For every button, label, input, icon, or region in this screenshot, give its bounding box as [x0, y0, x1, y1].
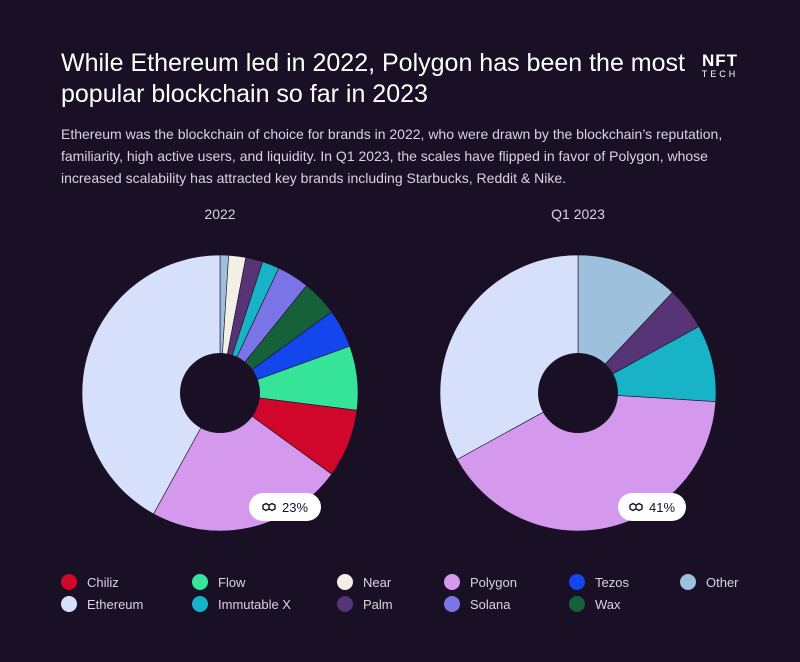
nft-tech-logo: NFT TECH [698, 52, 742, 80]
polygon-icon [629, 500, 643, 514]
legend-item-immutable-x: Immutable X [192, 596, 291, 612]
logo-sub-text: TECH [701, 69, 739, 79]
legend-label: Palm [363, 596, 393, 612]
legend-swatch [61, 574, 77, 590]
legend-label: Chiliz [87, 574, 119, 590]
logo-main-text: NFT [701, 51, 739, 70]
legend-label: Tezos [595, 574, 629, 590]
polygon-share-badge-q1-2023: 41% [618, 493, 686, 521]
legend-item-chiliz: Chiliz [61, 574, 119, 590]
legend-item-polygon: Polygon [444, 574, 517, 590]
legend-label: Wax [595, 596, 621, 612]
legend-item-wax: Wax [569, 596, 621, 612]
legend-swatch [192, 596, 208, 612]
legend-item-flow: Flow [192, 574, 245, 590]
legend-item-near: Near [337, 574, 391, 590]
legend-item-tezos: Tezos [569, 574, 629, 590]
donut-2022 [81, 254, 359, 532]
donut-q1-2023 [439, 254, 717, 532]
legend-swatch [569, 596, 585, 612]
legend-swatch [61, 596, 77, 612]
legend-item-palm: Palm [337, 596, 393, 612]
pie-slice-ethereum [81, 254, 221, 515]
chart-subtitle: Ethereum was the blockchain of choice fo… [61, 126, 723, 186]
legend-swatch [444, 574, 460, 590]
legend-item-ethereum: Ethereum [61, 596, 143, 612]
legend-label: Solana [470, 596, 511, 612]
pie-slice-other [577, 254, 673, 394]
chart-title: While Ethereum led in 2022, Polygon has … [61, 49, 685, 108]
donut-hole [180, 353, 260, 433]
badge-value: 41% [648, 499, 676, 515]
legend-swatch [337, 574, 353, 590]
donut-hole [538, 353, 618, 433]
legend-label: Immutable X [218, 596, 291, 612]
legend-swatch [444, 596, 460, 612]
legend-swatch [569, 574, 585, 590]
badge-value: 23% [281, 499, 309, 515]
legend-label: Polygon [470, 574, 517, 590]
pie-title-q1-2023: Q1 2023 [551, 206, 605, 222]
legend-swatch [337, 596, 353, 612]
legend-label: Ethereum [87, 596, 144, 612]
legend-item-other: Other [680, 574, 739, 590]
polygon-share-badge-2022: 23% [249, 493, 321, 521]
legend-label: Flow [218, 574, 246, 590]
polygon-icon [262, 500, 276, 514]
pie-title-2022: 2022 [204, 206, 236, 222]
legend-label: Other [706, 574, 739, 590]
legend-swatch [192, 574, 208, 590]
legend-item-solana: Solana [444, 596, 510, 612]
legend-label: Near [363, 574, 392, 590]
legend-swatch [680, 574, 696, 590]
